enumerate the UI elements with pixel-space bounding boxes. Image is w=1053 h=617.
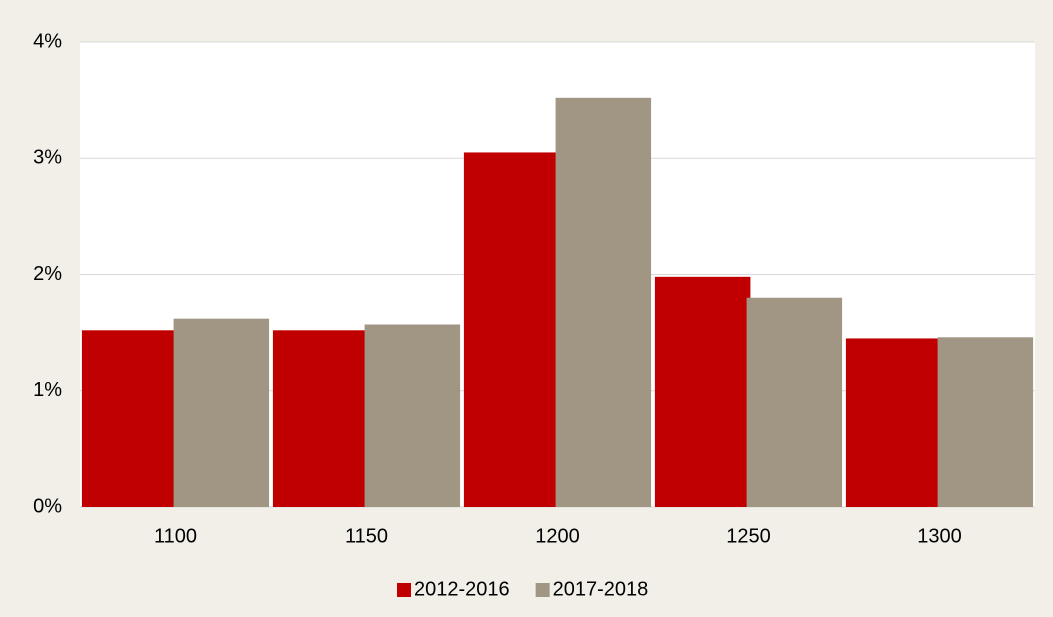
y-tick-label: 1% <box>33 379 62 401</box>
y-tick-label: 2% <box>33 263 62 285</box>
y-tick-label: 0% <box>33 495 62 517</box>
x-tick-label: 1300 <box>917 525 962 547</box>
legend-swatch <box>535 583 550 597</box>
legend-label: 2017-2018 <box>553 578 649 600</box>
legend-swatch <box>397 583 411 597</box>
bar <box>272 330 369 507</box>
legend-label: 2012-2016 <box>414 578 510 600</box>
x-tick-label: 1250 <box>726 525 771 547</box>
x-tick-label: 1100 <box>154 525 197 547</box>
bar <box>81 330 178 507</box>
bar <box>364 324 461 507</box>
bar <box>937 337 1034 507</box>
bar <box>463 152 560 507</box>
bar <box>173 318 270 507</box>
bar <box>746 297 843 507</box>
x-tick-label: 1150 <box>345 525 388 547</box>
bar <box>555 97 652 508</box>
y-tick-label: 4% <box>33 30 62 52</box>
bar <box>845 338 942 507</box>
bar <box>654 276 751 507</box>
y-tick-label: 3% <box>33 147 62 169</box>
x-tick-label: 1200 <box>535 525 580 547</box>
